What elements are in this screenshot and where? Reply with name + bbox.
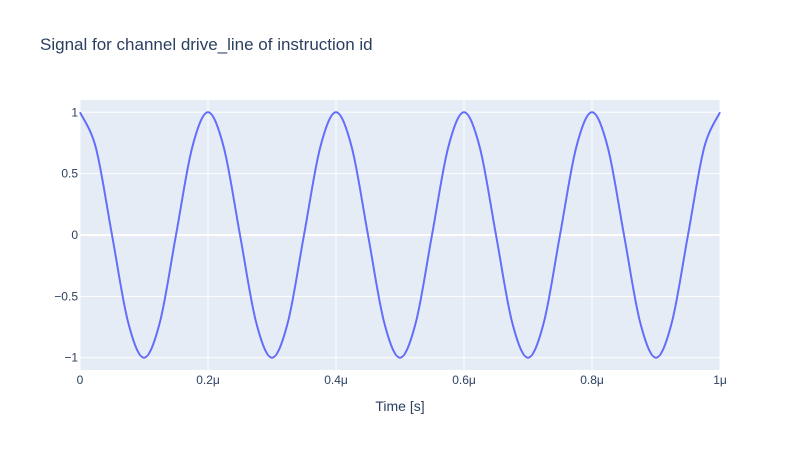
y-tick-label: 1	[71, 105, 78, 119]
x-tick-label: 0.6μ	[452, 373, 476, 387]
x-axis-title: Time [s]	[375, 398, 424, 414]
chart-title: Signal for channel drive_line of instruc…	[40, 35, 373, 54]
x-tick-label: 1μ	[713, 373, 727, 387]
y-tick-label: 0.5	[61, 167, 78, 181]
y-tick-label: −1	[64, 351, 78, 365]
x-tick-label: 0	[77, 373, 84, 387]
y-tick-label: 0	[71, 228, 78, 242]
x-tick-label: 0.8μ	[580, 373, 604, 387]
series-line	[79, 111, 721, 359]
x-tick-label: 0.4μ	[324, 373, 348, 387]
y-tick-labels: 1 0.5 0 −0.5 −1	[54, 105, 78, 364]
x-tick-label: 0.2μ	[196, 373, 220, 387]
series-layer	[79, 111, 721, 359]
y-tick-label: −0.5	[54, 289, 78, 303]
x-tick-labels: 0 0.2μ 0.4μ 0.6μ 0.8μ 1μ	[77, 373, 727, 387]
